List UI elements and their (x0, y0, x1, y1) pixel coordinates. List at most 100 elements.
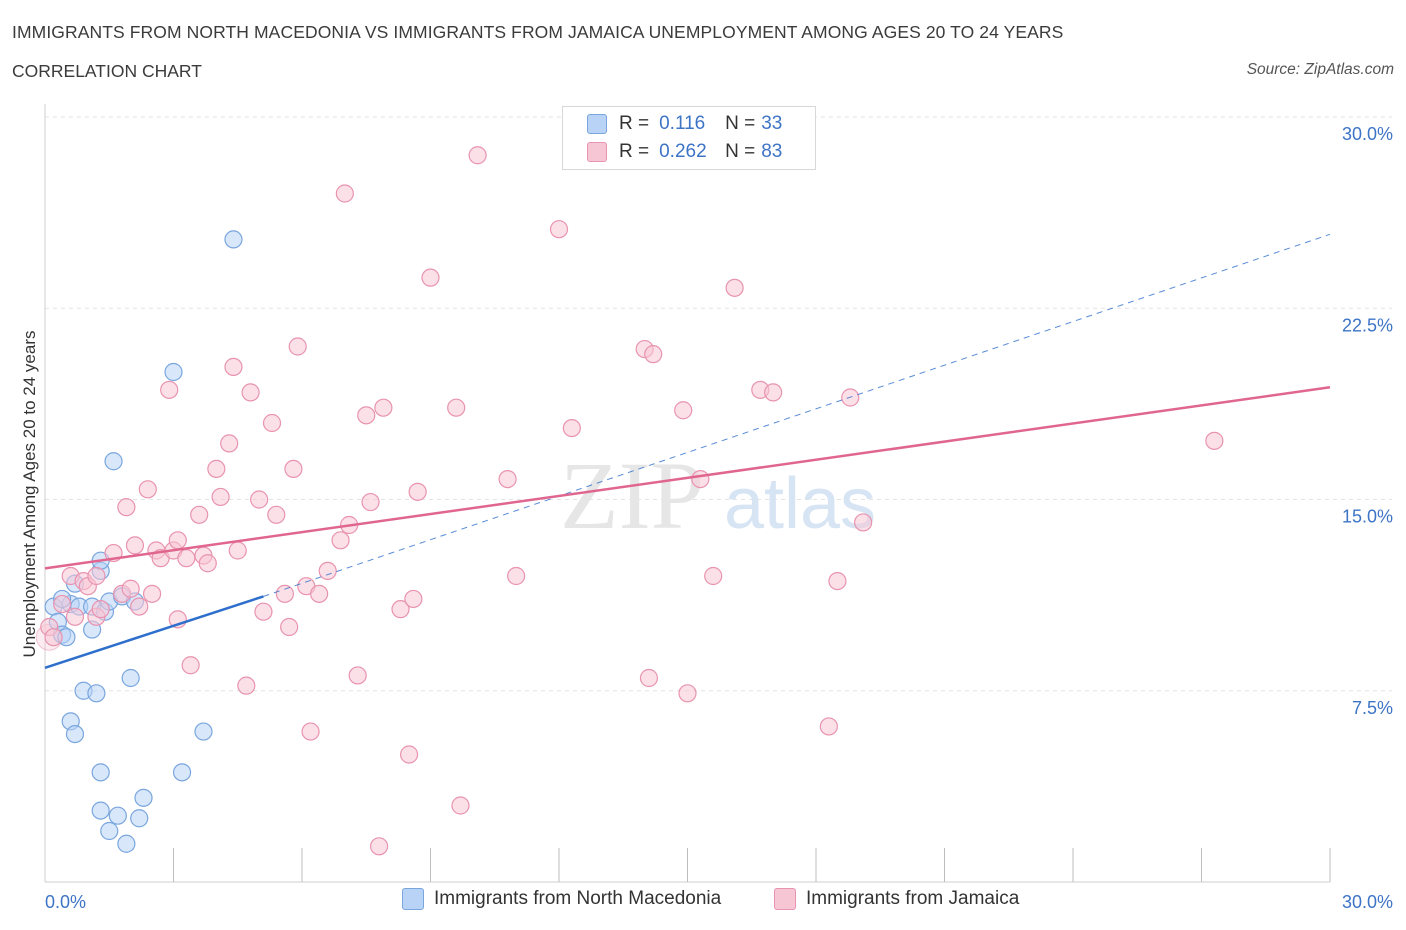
data-point-jamaica (361, 492, 380, 512)
legend-swatch-blue (402, 888, 424, 910)
chart-title: IMMIGRANTS FROM NORTH MACEDONIA VS IMMIG… (12, 22, 1064, 42)
data-point-north-macedonia (108, 806, 127, 825)
data-point-north-macedonia (100, 821, 119, 841)
data-point-jamaica (854, 513, 873, 532)
data-point-jamaica (228, 541, 247, 560)
data-point-jamaica (160, 380, 179, 399)
data-point-jamaica (262, 413, 282, 433)
data-point-north-macedonia (87, 684, 106, 703)
data-point-jamaica (725, 278, 744, 297)
legend-row-jamaica: R = 0.262 N = 83 (587, 140, 782, 164)
data-point-north-macedonia (121, 668, 140, 688)
data-point-jamaica (254, 602, 273, 621)
data-point-north-macedonia (117, 834, 136, 853)
data-point-jamaica (370, 837, 389, 856)
data-point-jamaica (181, 656, 200, 675)
legend-swatch-pink (587, 142, 607, 162)
y-axis-label: Unemployment Among Ages 20 to 24 years (20, 331, 39, 658)
grid-lines (45, 116, 1392, 692)
data-point-north-macedonia (104, 452, 123, 471)
x-tick-label: 0.0% (45, 892, 86, 912)
data-point-jamaica (220, 434, 239, 453)
source-label: Source: ZipAtlas.com (1246, 61, 1394, 78)
data-point-jamaica (639, 668, 659, 688)
data-point-jamaica (318, 561, 337, 581)
data-point-jamaica (91, 600, 110, 619)
n-label: N = (725, 113, 756, 134)
legend-label: Immigrants from Jamaica (806, 888, 1020, 909)
data-point-north-macedonia (172, 763, 192, 782)
data-point-jamaica (447, 398, 466, 417)
n-label: N = (725, 141, 756, 162)
n-value: 83 (761, 141, 783, 162)
y-tick-label: 7.5% (1352, 698, 1393, 718)
data-point-jamaica (177, 549, 196, 568)
data-point-jamaica (507, 566, 526, 586)
data-point-jamaica (348, 666, 367, 685)
data-point-jamaica (549, 220, 569, 239)
data-point-jamaica (301, 722, 320, 741)
data-point-jamaica (764, 383, 783, 402)
data-point-jamaica (207, 459, 226, 478)
r-value: 0.262 (659, 141, 707, 162)
data-point-jamaica (691, 470, 710, 489)
y-tick-label: 30.0% (1342, 124, 1393, 144)
data-point-jamaica (374, 398, 393, 417)
legend-item-jamaica[interactable]: Immigrants from Jamaica (774, 888, 1019, 910)
data-point-jamaica (819, 717, 838, 736)
watermark: ZIP atlas (560, 442, 876, 549)
series-legend: Immigrants from North Macedonia Immigran… (0, 888, 1406, 916)
data-point-jamaica (125, 536, 145, 555)
trend-line-north-macedonia (44, 595, 264, 669)
watermark-zip: ZIP (560, 442, 704, 549)
x-tick-label: 30.0% (1342, 892, 1393, 912)
legend-item-north-macedonia[interactable]: Immigrants from North Macedonia (402, 888, 721, 910)
n-value: 33 (761, 113, 783, 134)
data-point-jamaica (404, 589, 423, 609)
y-tick-label: 15.0% (1342, 507, 1393, 527)
data-point-jamaica (678, 684, 697, 703)
data-point-jamaica (1205, 431, 1224, 450)
data-point-north-macedonia (91, 763, 110, 782)
data-point-jamaica (211, 487, 230, 507)
data-point-north-macedonia (194, 722, 213, 741)
chart-subtitle: CORRELATION CHART (12, 61, 202, 81)
data-point-jamaica (674, 401, 693, 420)
data-point-jamaica (357, 406, 376, 425)
trend-lines (44, 233, 1331, 669)
data-point-jamaica (310, 584, 329, 603)
legend-row-north-macedonia: R = 0.116 N = 33 (587, 112, 782, 136)
data-point-jamaica (288, 337, 307, 356)
data-point-jamaica (704, 566, 723, 586)
data-point-jamaica (130, 597, 149, 616)
legend-swatch-blue (587, 114, 607, 134)
data-point-jamaica (498, 470, 517, 489)
data-point-jamaica (198, 554, 217, 573)
r-value: 0.116 (659, 113, 706, 134)
data-point-jamaica (421, 268, 440, 287)
data-point-jamaica (644, 345, 663, 364)
data-point-jamaica (280, 617, 299, 637)
data-point-jamaica (87, 566, 106, 586)
data-point-north-macedonia (91, 801, 110, 820)
data-point-north-macedonia (130, 809, 149, 828)
data-point-jamaica (190, 505, 209, 524)
data-point-jamaica (53, 594, 72, 614)
data-point-jamaica (168, 531, 187, 550)
data-point-jamaica (224, 357, 243, 376)
data-points (35, 146, 1224, 856)
data-point-jamaica (331, 531, 350, 550)
data-point-jamaica (65, 607, 85, 626)
legend-swatch-pink (774, 888, 796, 910)
data-point-jamaica (828, 571, 847, 591)
data-point-jamaica (335, 184, 354, 203)
data-point-jamaica (275, 584, 294, 603)
data-point-jamaica (562, 419, 581, 438)
data-point-jamaica (451, 796, 470, 815)
data-point-jamaica (241, 383, 260, 402)
data-point-jamaica (44, 628, 63, 647)
watermark-atlas: atlas (724, 464, 876, 544)
legend-label: Immigrants from North Macedonia (434, 888, 722, 909)
data-point-jamaica (121, 579, 140, 598)
